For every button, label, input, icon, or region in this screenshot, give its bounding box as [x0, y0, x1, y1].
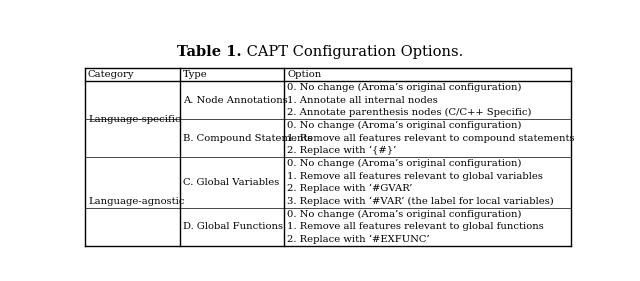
Text: Option: Option: [287, 70, 321, 79]
Text: 1. Remove all features relevant to global variables: 1. Remove all features relevant to globa…: [287, 172, 543, 181]
Text: A. Node Annotations: A. Node Annotations: [183, 96, 287, 105]
Text: 2. Replace with ‘{#}’: 2. Replace with ‘{#}’: [287, 146, 396, 155]
Text: B. Compound Statements: B. Compound Statements: [183, 133, 312, 142]
Text: 1. Remove all features relevant to compound statements: 1. Remove all features relevant to compo…: [287, 133, 575, 142]
Text: 2. Replace with ‘#GVAR’: 2. Replace with ‘#GVAR’: [287, 184, 413, 193]
Text: 0. No change (Aroma’s original configuration): 0. No change (Aroma’s original configura…: [287, 210, 522, 219]
Text: 0. No change (Aroma’s original configuration): 0. No change (Aroma’s original configura…: [287, 159, 522, 168]
Text: Language-specific: Language-specific: [88, 115, 180, 124]
Text: 2. Replace with ‘#EXFUNC’: 2. Replace with ‘#EXFUNC’: [287, 235, 430, 244]
Text: 0. No change (Aroma’s original configuration): 0. No change (Aroma’s original configura…: [287, 83, 522, 92]
Text: 2. Annotate parenthesis nodes (C/C++ Specific): 2. Annotate parenthesis nodes (C/C++ Spe…: [287, 108, 532, 117]
Text: D. Global Functions: D. Global Functions: [183, 222, 283, 231]
Text: Type: Type: [183, 70, 207, 79]
Text: 0. No change (Aroma’s original configuration): 0. No change (Aroma’s original configura…: [287, 121, 522, 130]
Text: Language-agnostic: Language-agnostic: [88, 197, 184, 206]
Text: 1. Annotate all internal nodes: 1. Annotate all internal nodes: [287, 96, 438, 105]
Text: 1. Remove all features relevant to global functions: 1. Remove all features relevant to globa…: [287, 222, 544, 231]
Text: Category: Category: [88, 70, 134, 79]
Text: 3. Replace with ‘#VAR’ (the label for local variables): 3. Replace with ‘#VAR’ (the label for lo…: [287, 197, 554, 206]
Text: C. Global Variables: C. Global Variables: [183, 178, 279, 187]
Text: CAPT Configuration Options.: CAPT Configuration Options.: [242, 45, 463, 58]
Text: Table 1.: Table 1.: [177, 45, 242, 58]
